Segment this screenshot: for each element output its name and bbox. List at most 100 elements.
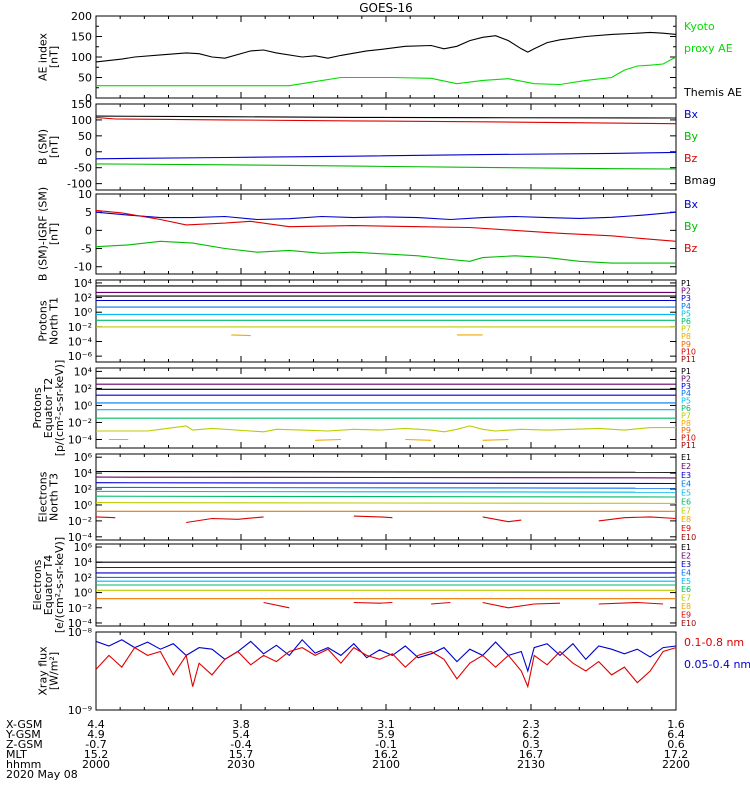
y-tick-label: 10⁻⁹ — [68, 704, 92, 717]
panel-ylabel: [nT] — [48, 136, 61, 158]
legend-entry: P10 — [681, 434, 696, 443]
legend-entry: P3 — [681, 382, 691, 391]
legend-entry: E1 — [681, 543, 691, 552]
series-line — [315, 438, 341, 441]
legend-entry: E5 — [681, 489, 691, 498]
legend-entry: P4 — [681, 389, 691, 398]
y-tick-label: 10⁴ — [74, 365, 93, 378]
legend-entry: P4 — [681, 302, 691, 311]
series-line — [96, 502, 676, 504]
y-tick-label: 10⁻⁴ — [68, 531, 93, 544]
series-line — [96, 31, 676, 63]
panel-ylabel: AE index — [37, 32, 50, 81]
legend-entry: P5 — [681, 309, 691, 318]
legend-entry: By — [684, 130, 699, 143]
footer-value: 3.8 — [232, 718, 250, 731]
legend-entry: 0.05-0.4 nm — [684, 658, 750, 671]
legend-entry: P6 — [681, 404, 691, 413]
legend-entry: P1 — [681, 367, 691, 376]
y-tick-label: 0 — [85, 92, 92, 105]
footer-value: 4.9 — [87, 728, 105, 741]
series-line — [353, 601, 393, 604]
legend-entry: E1 — [681, 453, 691, 462]
y-tick-label: 10 — [78, 188, 92, 201]
panel-ylabel: [W/m²] — [48, 652, 61, 690]
series-line — [96, 209, 676, 242]
legend-entry: P7 — [681, 411, 691, 420]
series-line — [96, 476, 676, 479]
legend-entry: E2 — [681, 551, 691, 560]
legend-entry: P1 — [681, 279, 691, 288]
series-line — [96, 638, 676, 673]
legend-entry: P5 — [681, 397, 691, 406]
footer-value: -0.4 — [230, 738, 251, 751]
panel-ylabel: Equator T4 — [42, 555, 55, 615]
series-line — [96, 425, 676, 433]
legend-entry: E9 — [681, 524, 691, 533]
footer-value: 2.3 — [522, 718, 540, 731]
legend-entry: Themis AE — [683, 86, 742, 99]
panel-ylabel: [e/(cm²-s-sr-keV)] — [53, 537, 66, 633]
y-tick-label: 5 — [85, 206, 92, 219]
series-line — [96, 495, 676, 498]
y-tick-label: 10⁰ — [74, 399, 93, 412]
y-tick-label: 10⁻² — [68, 321, 92, 334]
footer-value: 1.6 — [667, 718, 685, 731]
panel-ylabel: North T3 — [48, 473, 61, 521]
footer-value: 6.4 — [667, 728, 685, 741]
footer-value: 2130 — [517, 758, 545, 771]
legend-entry: E4 — [681, 568, 691, 577]
series-line — [96, 115, 676, 119]
panel-ylabel: Xray flux — [37, 646, 50, 696]
y-tick-label: 10⁴ — [74, 277, 93, 290]
panel-ylabel: [p/(cm²-s-sr-keV)] — [53, 360, 66, 457]
panel-ylabel: Protons — [37, 300, 50, 341]
series-line — [96, 646, 676, 689]
footer-label: MLT — [6, 748, 27, 761]
footer-value: 2200 — [662, 758, 690, 771]
y-tick-label: 10⁻⁴ — [68, 617, 93, 630]
panel-ylabel: [nT] — [48, 223, 61, 245]
series-line — [96, 470, 676, 473]
legend-entry: P6 — [681, 317, 691, 326]
legend-entry: P9 — [681, 340, 691, 349]
series-line — [231, 334, 251, 337]
footer-value: 2030 — [227, 758, 255, 771]
y-tick-label: 200 — [71, 10, 92, 23]
footer-value: 2000 — [82, 758, 110, 771]
y-tick-label: 10⁻⁸ — [68, 626, 93, 639]
y-tick-label: -100 — [67, 178, 92, 191]
series-line — [598, 516, 676, 522]
legend-entry: P11 — [681, 441, 696, 450]
legend-entry: P10 — [681, 347, 696, 356]
panel-ylabel: [nT] — [48, 46, 61, 68]
panel-ylabel: Equator T2 — [42, 378, 55, 438]
footer-value: 6.2 — [522, 728, 540, 741]
series-line — [482, 438, 509, 441]
legend-entry: P3 — [681, 294, 691, 303]
footer-value: -0.1 — [375, 738, 396, 751]
y-tick-label: 10⁰ — [74, 499, 93, 512]
chart-title: GOES-16 — [359, 1, 413, 15]
series-line — [353, 515, 393, 519]
series-line — [482, 601, 561, 609]
footer-value: 0.6 — [667, 738, 685, 751]
footer-value: 5.4 — [232, 728, 250, 741]
footer-value: 4.4 — [87, 718, 105, 731]
y-tick-label: -50 — [74, 162, 92, 175]
legend-entry: E8 — [681, 515, 691, 524]
y-tick-label: 10⁻⁴ — [68, 336, 93, 349]
panel-ylabel: Protons — [31, 387, 44, 428]
footer-value: 17.2 — [664, 748, 689, 761]
legend-entry: Bmag — [684, 174, 716, 187]
y-tick-label: 10² — [74, 382, 92, 395]
legend-entry: E10 — [681, 533, 696, 542]
series-line — [405, 438, 432, 441]
legend-entry: E7 — [681, 594, 691, 603]
footer-label: hhmm — [6, 758, 41, 771]
panel-frame-8 — [95, 631, 677, 711]
footer-value: 16.2 — [374, 748, 399, 761]
y-tick-label: 10⁻² — [68, 416, 92, 429]
y-tick-label: 10⁶ — [74, 451, 93, 464]
